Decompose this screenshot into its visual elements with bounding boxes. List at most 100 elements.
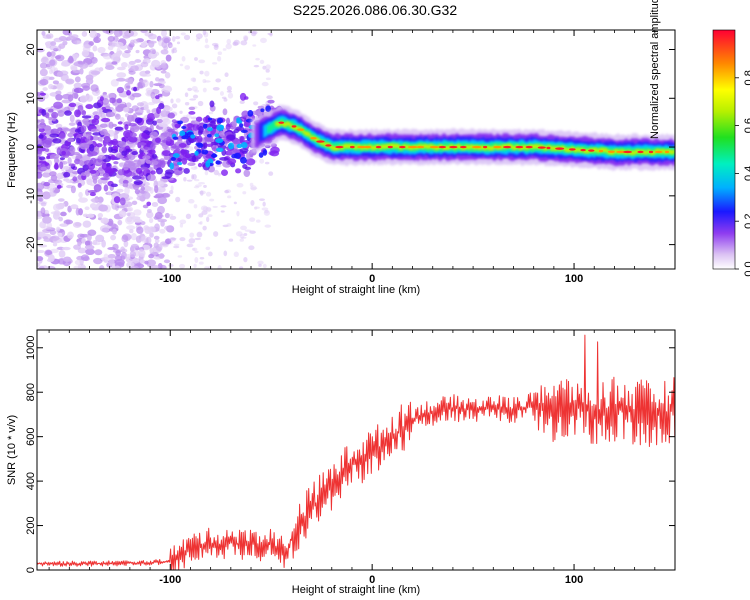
speckle: [85, 248, 95, 256]
speckle: [188, 238, 196, 244]
speckle: [110, 148, 118, 154]
speckle: [157, 205, 165, 214]
ridge-peak: [598, 149, 604, 153]
speckle: [225, 43, 232, 50]
speckle: [203, 135, 214, 143]
speckle: [207, 117, 213, 121]
ridge-peak: [357, 145, 367, 149]
speckle: [101, 146, 107, 154]
speckle: [136, 160, 142, 166]
speckle: [204, 266, 209, 269]
speckle: [54, 162, 59, 170]
speckle: [82, 44, 92, 49]
speckle: [179, 237, 186, 242]
speckle: [242, 150, 248, 154]
speckle: [244, 166, 252, 171]
speckle: [38, 156, 46, 161]
speckle: [157, 196, 168, 205]
speckle: [152, 120, 157, 126]
speckle: [169, 237, 176, 242]
speckle: [249, 182, 254, 187]
ridge-peak: [398, 145, 406, 149]
speckle: [196, 143, 204, 148]
speckle: [194, 250, 199, 253]
speckle: [61, 127, 71, 132]
speckle: [121, 234, 129, 243]
speckle: [207, 127, 213, 132]
speckle: [124, 186, 130, 195]
speckle: [242, 35, 249, 41]
speckle: [84, 138, 90, 142]
speckle: [120, 246, 125, 253]
speckle: [214, 133, 220, 138]
speckle: [146, 211, 154, 219]
speckle: [224, 189, 229, 194]
speckle: [172, 153, 180, 158]
speckle: [45, 112, 50, 119]
speckle: [173, 245, 180, 249]
speckle: [52, 80, 60, 85]
speckle: [68, 102, 77, 108]
speckle: [115, 265, 121, 269]
speckle: [135, 49, 140, 54]
speckle: [92, 242, 101, 246]
speckle: [248, 245, 255, 251]
speckle: [55, 226, 61, 232]
speckle: [127, 196, 134, 200]
speckle: [132, 38, 140, 44]
speckle: [96, 143, 103, 148]
speckle: [259, 158, 265, 164]
speckle: [49, 133, 60, 138]
speckle: [128, 162, 136, 168]
speckle: [81, 237, 86, 244]
speckle: [103, 253, 109, 260]
speckle: [115, 106, 124, 113]
speckle: [38, 197, 44, 202]
speckle: [48, 83, 54, 90]
speckle: [204, 170, 209, 176]
speckle: [117, 219, 123, 226]
speckle: [79, 159, 85, 166]
speckle: [212, 62, 218, 65]
speckle: [160, 110, 169, 117]
speckle: [90, 57, 98, 64]
speckle: [67, 57, 75, 64]
speckle: [101, 227, 110, 233]
speckle: [113, 196, 121, 204]
speckle: [146, 109, 151, 114]
speckle: [204, 38, 209, 44]
speckle: [161, 176, 171, 180]
speckle: [265, 77, 271, 81]
ridge-peak: [637, 150, 644, 154]
speckle: [37, 191, 44, 198]
speckle: [126, 114, 135, 122]
speckle: [49, 235, 60, 241]
speckle: [202, 30, 207, 36]
speckle: [134, 126, 143, 130]
speckle: [84, 240, 91, 247]
speckle: [259, 198, 265, 201]
speckle: [226, 134, 236, 141]
y-tick-label: 800: [25, 383, 37, 401]
speckle: [205, 191, 212, 197]
speckle: [162, 118, 171, 125]
speckle: [240, 225, 247, 231]
speckle: [232, 149, 240, 154]
speckle: [58, 216, 64, 222]
speckle: [240, 40, 248, 46]
ridge-peak: [537, 146, 546, 149]
speckle: [176, 161, 183, 166]
speckle: [65, 78, 75, 85]
speckle: [77, 61, 86, 65]
speckle: [113, 132, 119, 141]
speckle: [186, 179, 193, 182]
ridge-peak: [493, 145, 502, 149]
speckle: [143, 146, 153, 151]
speckle: [122, 163, 129, 171]
speckle: [116, 188, 124, 193]
speckle: [168, 263, 174, 267]
speckle: [159, 264, 167, 269]
snr-series-line: [37, 334, 675, 570]
speckle: [161, 30, 168, 38]
speckle: [99, 130, 106, 136]
